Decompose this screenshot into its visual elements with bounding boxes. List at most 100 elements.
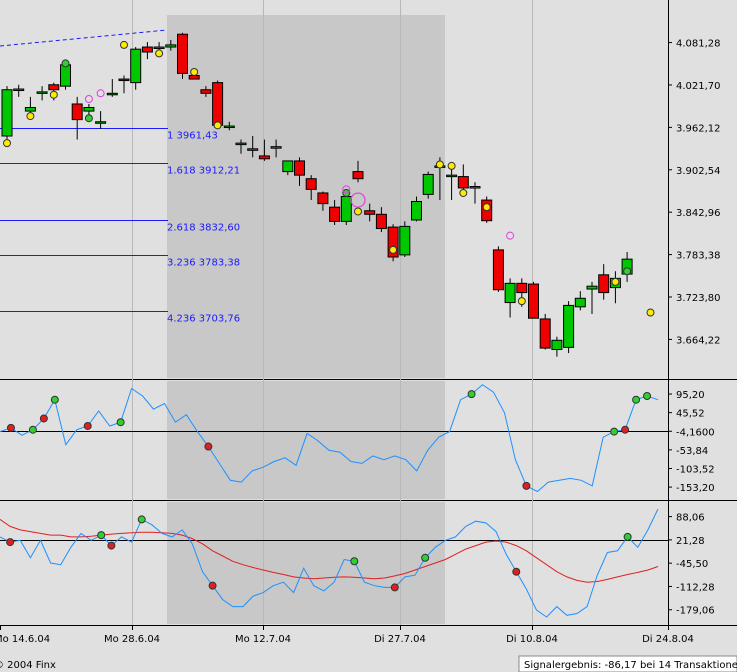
signal-dot bbox=[120, 40, 128, 49]
signal-dot bbox=[522, 481, 531, 490]
signal-dot bbox=[623, 532, 632, 541]
y-tick-label: -53,84 bbox=[676, 446, 708, 457]
copyright-text: © 2004 Finx bbox=[0, 660, 56, 671]
fib-label: 4.236 3703,76 bbox=[167, 314, 240, 325]
fib-label: 1 3961,43 bbox=[167, 131, 218, 142]
signal-dot bbox=[6, 538, 15, 547]
signal-dot bbox=[97, 531, 106, 540]
candle-body bbox=[36, 91, 48, 94]
signal-dot bbox=[643, 391, 652, 400]
signal-dot bbox=[459, 188, 468, 197]
signal-dot bbox=[107, 541, 116, 550]
candle-body bbox=[200, 89, 212, 94]
candle-body bbox=[106, 92, 118, 96]
candle-body bbox=[130, 48, 142, 84]
candle-body bbox=[223, 125, 235, 129]
x-tick-label: Mo 28.6.04 bbox=[104, 634, 160, 645]
signal-dot bbox=[623, 267, 632, 276]
candle-body bbox=[1, 89, 13, 137]
signal-dot bbox=[421, 553, 430, 562]
y-tick-label: 3.962,12 bbox=[676, 123, 721, 134]
y-tick-label: -179,06 bbox=[676, 606, 715, 617]
highlight-band-indicator-1 bbox=[167, 381, 445, 499]
candle-body bbox=[528, 283, 539, 319]
x-tick-label: Di 27.7.04 bbox=[374, 634, 426, 645]
signal-dot bbox=[3, 139, 11, 148]
y-tick-label: -4,1600 bbox=[676, 427, 715, 438]
candle-body bbox=[375, 213, 387, 230]
candle-body bbox=[340, 196, 352, 222]
signal-dot bbox=[467, 390, 476, 399]
candle-body bbox=[153, 46, 165, 50]
indicator-panel-1 bbox=[0, 384, 668, 493]
signal-dot bbox=[447, 161, 456, 170]
signal-dot bbox=[49, 90, 58, 99]
candle-body bbox=[352, 171, 364, 180]
candle-body bbox=[247, 148, 259, 151]
candle-body bbox=[364, 210, 376, 215]
pivot-circle bbox=[96, 89, 105, 98]
signal-dot bbox=[39, 414, 48, 423]
signal-dot bbox=[61, 59, 70, 68]
x-tick-label: Di 10.8.04 bbox=[506, 634, 558, 645]
signal-summary: Signalergebnis: -86,17 bei 14 Transaktio… bbox=[524, 660, 737, 671]
candle-body bbox=[177, 33, 188, 74]
signal-dot bbox=[350, 557, 359, 566]
x-tick-label: Mo 12.7.04 bbox=[235, 634, 291, 645]
signal-dot bbox=[137, 515, 146, 524]
signal-dot bbox=[26, 112, 35, 121]
y-tick-label: 21,28 bbox=[676, 536, 705, 547]
y-tick-label: -153,20 bbox=[676, 483, 715, 494]
x-axis-labels: Mo 14.6.04 Mo 28.6.04 Mo 12.7.04 Di 27.7.04… bbox=[0, 625, 694, 645]
y-tick-label: 45,52 bbox=[676, 409, 705, 420]
x-tick-label: Mo 14.6.04 bbox=[0, 634, 50, 645]
y-axis-labels: 4.081,28 4.021,70 3.962,12 3.902,54 3.842,96… bbox=[668, 39, 721, 617]
signal-markers bbox=[3, 40, 655, 317]
fibonacci-levels: 1 3961,43 1.618 3912,21 2.618 3832,60 3.236… bbox=[0, 128, 240, 325]
signal-dot bbox=[389, 245, 398, 254]
signal-dot bbox=[646, 308, 655, 317]
candle-body bbox=[539, 318, 551, 349]
signal-dot bbox=[621, 425, 630, 434]
signal-dot bbox=[6, 423, 15, 432]
candle-body bbox=[305, 178, 317, 190]
x-tick-label: Di 24.8.04 bbox=[642, 634, 694, 645]
y-tick-label: 3.842,96 bbox=[676, 208, 721, 219]
candle-body bbox=[258, 155, 270, 160]
signal-dot bbox=[517, 297, 526, 306]
candle-body bbox=[188, 75, 200, 80]
candle-body bbox=[422, 173, 434, 195]
candle-body bbox=[71, 103, 83, 121]
signal-dot bbox=[84, 114, 93, 123]
candle-body bbox=[141, 46, 153, 53]
indicator-line bbox=[0, 384, 659, 493]
candle-body bbox=[387, 226, 399, 258]
candle-body bbox=[95, 121, 107, 124]
candle-body bbox=[294, 160, 305, 176]
candle-body bbox=[598, 274, 610, 294]
y-tick-label: 4.081,28 bbox=[676, 39, 721, 50]
y-tick-label: 95,20 bbox=[676, 390, 705, 401]
candle-body bbox=[212, 82, 224, 126]
candle-body bbox=[446, 174, 458, 178]
signal-dot bbox=[155, 49, 164, 58]
highlight-band-price bbox=[167, 15, 445, 378]
candle-body bbox=[13, 88, 25, 92]
signal-dot bbox=[28, 425, 37, 434]
signal-dot bbox=[213, 121, 222, 130]
signal-dot bbox=[83, 421, 92, 430]
pivot-circle bbox=[350, 192, 366, 208]
candle-body bbox=[563, 304, 575, 348]
pivot-circle bbox=[84, 94, 93, 103]
candle-body bbox=[118, 78, 130, 82]
candle-body bbox=[24, 107, 36, 112]
candle-body bbox=[48, 84, 60, 91]
candle-body bbox=[586, 285, 598, 290]
signal-dot bbox=[50, 395, 59, 404]
candle-body bbox=[399, 225, 411, 256]
candle-body bbox=[165, 44, 177, 48]
candle-body bbox=[469, 186, 481, 189]
signal-dot bbox=[482, 203, 491, 212]
y-tick-label: 3.723,80 bbox=[676, 293, 721, 304]
candle-body bbox=[83, 107, 95, 112]
